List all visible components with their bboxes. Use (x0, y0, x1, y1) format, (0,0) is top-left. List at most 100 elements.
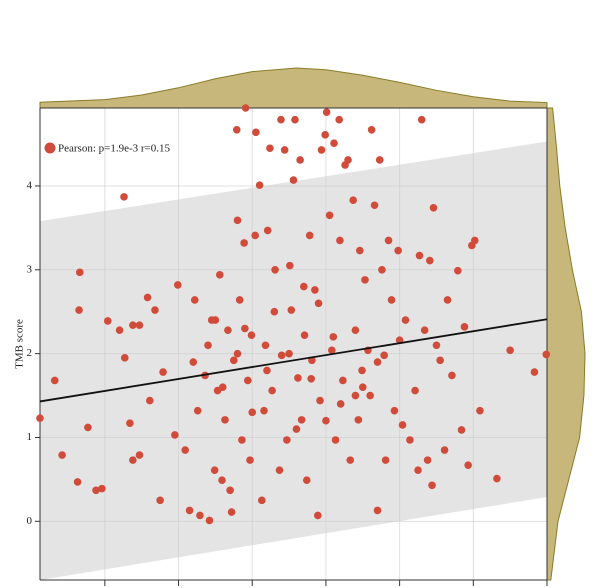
point (316, 396, 324, 405)
point (381, 456, 390, 464)
point (398, 421, 407, 429)
point (321, 131, 329, 139)
point (294, 374, 302, 382)
point (420, 326, 429, 334)
point (470, 236, 479, 245)
point (270, 307, 279, 316)
point (196, 511, 204, 520)
point (429, 203, 438, 212)
point (361, 276, 369, 284)
point (204, 341, 212, 350)
point (185, 506, 194, 515)
point (292, 425, 301, 433)
point (233, 216, 242, 225)
point (129, 321, 137, 329)
point (289, 176, 298, 184)
point (440, 446, 449, 454)
point (336, 400, 345, 408)
point (252, 128, 260, 137)
point (296, 156, 304, 164)
point (210, 466, 219, 474)
point (411, 386, 419, 395)
legend-label: Pearson: p=1.9e-3 r=0.15 (58, 143, 170, 155)
point (205, 516, 214, 525)
point (277, 351, 286, 360)
point (261, 341, 270, 350)
point (120, 354, 129, 362)
point (358, 366, 366, 375)
point (226, 486, 234, 495)
point (394, 246, 402, 255)
point (300, 282, 308, 291)
point (328, 346, 336, 355)
point (358, 383, 367, 391)
point (224, 326, 232, 334)
point (542, 350, 551, 359)
point (75, 268, 84, 277)
point (84, 423, 92, 432)
point (476, 406, 484, 415)
point (221, 416, 229, 424)
point (73, 478, 82, 486)
point (325, 211, 334, 220)
point (266, 144, 274, 153)
point (120, 193, 128, 201)
point (401, 316, 410, 324)
legend-marker (44, 142, 56, 154)
point (331, 436, 340, 444)
point (354, 416, 363, 424)
point (193, 406, 202, 415)
point (230, 356, 238, 365)
point (248, 408, 257, 417)
y-tick-label: 4 (27, 179, 33, 191)
point (426, 256, 434, 265)
point (300, 331, 309, 339)
point (260, 406, 268, 415)
point (268, 386, 276, 395)
point (417, 115, 426, 124)
point (322, 108, 331, 116)
point (373, 358, 382, 366)
point (98, 484, 106, 493)
point (218, 383, 227, 391)
point (211, 316, 220, 324)
point (216, 271, 224, 279)
point (291, 115, 299, 124)
point (423, 456, 432, 464)
point (366, 391, 374, 400)
point (493, 474, 501, 483)
point (530, 368, 539, 376)
point (367, 125, 376, 134)
point (36, 414, 44, 422)
point (190, 296, 199, 304)
point (235, 296, 244, 304)
point (227, 508, 236, 516)
point (151, 306, 159, 314)
point (428, 481, 436, 490)
y-axis-label: TMB score (14, 319, 26, 369)
point (174, 281, 182, 289)
point (246, 456, 254, 464)
point (370, 201, 379, 210)
point (286, 261, 294, 270)
point (156, 496, 164, 505)
point (339, 376, 347, 385)
point (218, 476, 226, 485)
y-tick-label: 1 (27, 431, 33, 443)
point (263, 366, 271, 375)
point (335, 115, 343, 124)
point (275, 466, 284, 474)
point (457, 426, 466, 434)
point (351, 391, 360, 400)
point (171, 431, 179, 439)
point (387, 296, 396, 304)
y-tick-label: 2 (27, 347, 33, 359)
point (390, 406, 399, 415)
point (415, 251, 424, 260)
point (330, 139, 338, 148)
point (280, 146, 289, 154)
point (233, 349, 242, 358)
point (189, 358, 198, 366)
point (285, 349, 293, 358)
